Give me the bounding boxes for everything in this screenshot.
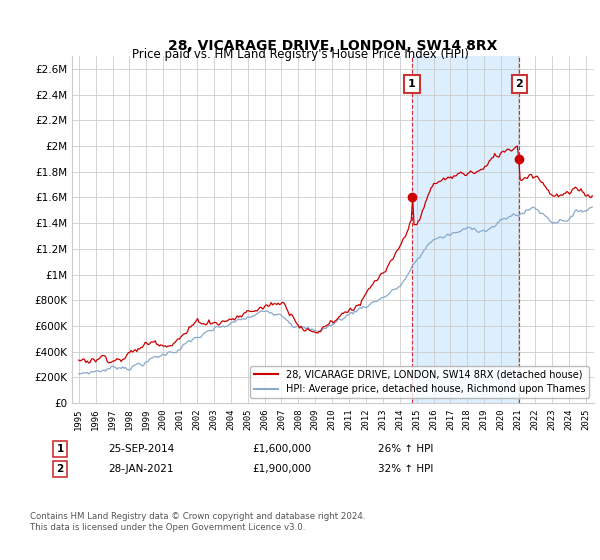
Text: 1: 1 <box>408 80 416 89</box>
Text: 1: 1 <box>56 444 64 454</box>
Text: Price paid vs. HM Land Registry's House Price Index (HPI): Price paid vs. HM Land Registry's House … <box>131 48 469 60</box>
Text: £1,900,000: £1,900,000 <box>252 464 311 474</box>
Text: 26% ↑ HPI: 26% ↑ HPI <box>378 444 433 454</box>
Bar <box>412 56 520 403</box>
Text: 28-JAN-2021: 28-JAN-2021 <box>108 464 173 474</box>
Text: £1,600,000: £1,600,000 <box>252 444 311 454</box>
Legend: 28, VICARAGE DRIVE, LONDON, SW14 8RX (detached house), HPI: Average price, detac: 28, VICARAGE DRIVE, LONDON, SW14 8RX (de… <box>250 366 589 398</box>
Text: 2: 2 <box>515 80 523 89</box>
Text: 25-SEP-2014: 25-SEP-2014 <box>108 444 174 454</box>
Text: 2: 2 <box>56 464 64 474</box>
Text: 32% ↑ HPI: 32% ↑ HPI <box>378 464 433 474</box>
Text: Contains HM Land Registry data © Crown copyright and database right 2024.
This d: Contains HM Land Registry data © Crown c… <box>30 512 365 532</box>
Title: 28, VICARAGE DRIVE, LONDON, SW14 8RX: 28, VICARAGE DRIVE, LONDON, SW14 8RX <box>169 39 497 53</box>
